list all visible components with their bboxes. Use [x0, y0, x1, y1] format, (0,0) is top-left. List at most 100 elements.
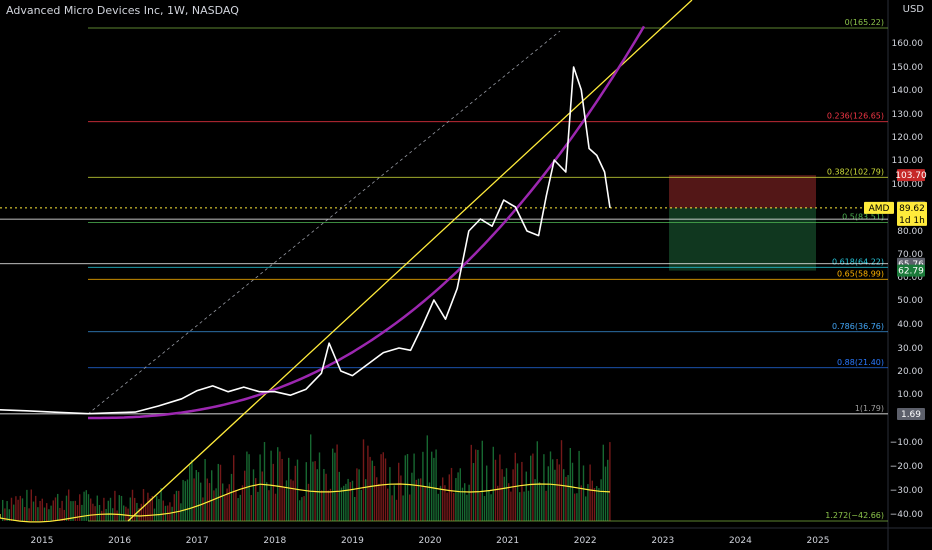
volume-bar	[448, 474, 450, 521]
volume-bar	[92, 503, 94, 521]
price-axis-tick: 160.00	[892, 39, 924, 49]
volume-bar	[237, 498, 239, 521]
volume-bar	[41, 498, 43, 521]
volume-bar	[109, 497, 112, 521]
volume-bar	[173, 494, 175, 521]
volume-bar	[450, 467, 453, 521]
volume-bar	[602, 444, 604, 521]
volume-bar	[516, 463, 519, 521]
volume-bar	[215, 488, 217, 521]
volume-bar	[171, 506, 173, 521]
volume-bar	[134, 497, 136, 521]
volume-bar	[200, 482, 202, 521]
volume-bar	[316, 469, 318, 521]
volume-bar	[406, 454, 409, 521]
volume-bar	[468, 484, 470, 521]
volume-bar	[277, 447, 279, 521]
volume-bar	[609, 442, 611, 521]
fib-level-label: 0.382(102.79)	[827, 167, 884, 176]
volume-bar	[545, 490, 547, 521]
volume-bar	[246, 451, 248, 521]
volume-bars	[0, 434, 611, 523]
volume-bar	[118, 495, 120, 521]
fib-level-label: 0.88(21.40)	[837, 358, 884, 367]
price-axis[interactable]: 160.00 150.00 140.00 130.00 120.00 110.00 100.…	[890, 39, 924, 520]
time-axis-tick: 2016	[108, 536, 131, 546]
volume-bar	[455, 478, 457, 521]
volume-bar	[50, 505, 52, 521]
volume-bar	[239, 494, 241, 521]
volume-bar	[81, 504, 83, 521]
volume-bar	[123, 505, 125, 521]
volume-bar	[79, 494, 81, 521]
volume-bar	[536, 441, 538, 521]
volume-bar	[400, 475, 402, 521]
volume-bar	[310, 434, 312, 521]
price-series	[0, 66, 611, 415]
volume-bar	[470, 444, 472, 521]
volume-bar	[393, 485, 395, 521]
volume-bar	[186, 479, 189, 521]
volume-bar	[43, 507, 46, 521]
volume-bar	[281, 458, 283, 521]
fib-level-label: 0.5(83.51)	[842, 213, 884, 222]
volume-bar	[574, 493, 576, 521]
volume-bar	[479, 492, 481, 521]
volume-bar	[103, 497, 105, 521]
volume-bar	[411, 472, 413, 521]
risk-reward-zones	[669, 175, 816, 271]
volume-bar	[387, 488, 389, 521]
volume-bar	[85, 490, 87, 521]
volume-bar	[54, 497, 57, 521]
volume-bar	[191, 459, 193, 521]
volume-bar	[202, 497, 204, 521]
volume-bar	[68, 489, 70, 521]
volume-bar	[380, 454, 382, 521]
volume-bar	[228, 484, 230, 521]
volume-bar	[336, 444, 338, 521]
price-tag-bg	[897, 201, 927, 226]
axis-price-tag-bg	[897, 408, 925, 420]
volume-bar	[523, 491, 525, 521]
volume-bar	[235, 489, 237, 521]
price-axis-tick: 70.00	[897, 250, 923, 260]
volume-bar	[30, 489, 32, 521]
volume-bar	[497, 485, 499, 521]
price-axis-tick: −20.00	[890, 462, 924, 472]
risk-zone	[669, 175, 816, 208]
volume-bar	[158, 499, 160, 521]
price-axis-tick: 20.00	[897, 367, 923, 377]
volume-bar	[299, 500, 301, 521]
currency-label[interactable]: USD	[902, 4, 924, 15]
volume-bar	[83, 491, 85, 521]
time-axis[interactable]: 2015 2016 2017 2018 2019 2020 2021 2022 2023 2024…	[31, 536, 830, 546]
volume-bar	[294, 465, 296, 521]
volume-bar	[74, 500, 76, 521]
volume-bar	[233, 455, 235, 521]
volume-bar	[248, 454, 250, 521]
volume-bar	[587, 484, 589, 521]
current-price-tag: 89.62	[899, 204, 925, 214]
volume-bar	[169, 502, 171, 521]
volume-bar	[560, 440, 563, 521]
volume-bar	[435, 449, 437, 521]
volume-bar	[365, 479, 367, 521]
volume-bar	[140, 503, 142, 521]
fibonacci-levels: 0(165.22) 0.236(126.65) 0.382(102.79) 0.5(8…	[0, 18, 888, 522]
volume-bar	[48, 509, 50, 521]
volume-bar	[252, 469, 255, 521]
trend-line	[127, 0, 693, 522]
time-axis-tick: 2024	[729, 536, 752, 546]
time-axis-tick: 2015	[31, 536, 54, 546]
volume-bar	[4, 508, 6, 521]
volume-bar	[490, 494, 492, 521]
volume-bar	[554, 469, 556, 521]
volume-bar	[162, 500, 164, 521]
volume-bar	[358, 469, 360, 521]
volume-bar	[10, 497, 13, 521]
volume-bar	[114, 490, 116, 521]
volume-bar	[321, 490, 323, 521]
volume-bar	[409, 494, 411, 521]
volume-bar	[464, 483, 466, 521]
